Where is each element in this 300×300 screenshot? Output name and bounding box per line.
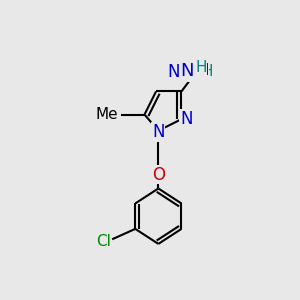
Text: O: O bbox=[152, 166, 165, 184]
Text: H: H bbox=[195, 60, 207, 75]
Text: N: N bbox=[181, 62, 194, 80]
Text: NH: NH bbox=[168, 63, 193, 81]
Text: N: N bbox=[180, 110, 193, 128]
Text: H: H bbox=[201, 64, 213, 79]
Text: Me: Me bbox=[95, 107, 118, 122]
Text: H: H bbox=[197, 63, 209, 78]
Text: Cl: Cl bbox=[96, 234, 111, 249]
Text: N: N bbox=[152, 123, 165, 141]
